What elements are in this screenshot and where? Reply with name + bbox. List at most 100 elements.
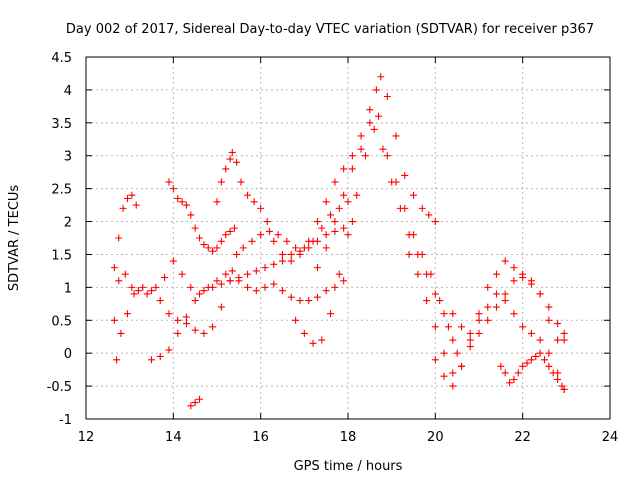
- data-point: [156, 297, 164, 305]
- x-tick-label: 22: [514, 430, 531, 445]
- data-point: [130, 290, 138, 298]
- data-point: [466, 343, 474, 351]
- data-point: [560, 329, 568, 337]
- data-point: [560, 336, 568, 344]
- data-point: [110, 264, 118, 272]
- data-point: [217, 303, 225, 311]
- data-point: [313, 264, 321, 272]
- data-point: [335, 204, 343, 212]
- data-point: [501, 257, 509, 265]
- data-point: [200, 329, 208, 337]
- data-point: [366, 119, 374, 127]
- data-point: [510, 277, 518, 285]
- data-point: [361, 152, 369, 160]
- data-point: [187, 211, 195, 219]
- y-tick-label: 0.5: [51, 314, 72, 329]
- data-point: [237, 178, 245, 186]
- y-tick-label: 2.5: [51, 183, 72, 198]
- data-point: [270, 260, 278, 268]
- data-point: [270, 280, 278, 288]
- data-point: [235, 273, 243, 281]
- data-point: [519, 270, 527, 278]
- x-tick-label: 24: [602, 430, 619, 445]
- data-point: [128, 283, 136, 291]
- data-point: [217, 178, 225, 186]
- data-point: [244, 283, 252, 291]
- data-point: [182, 201, 190, 209]
- data-point: [335, 270, 343, 278]
- data-point: [313, 293, 321, 301]
- data-point: [233, 158, 241, 166]
- data-point: [322, 198, 330, 206]
- data-point: [139, 283, 147, 291]
- data-point: [484, 303, 492, 311]
- data-point: [318, 224, 326, 232]
- data-point: [545, 362, 553, 370]
- data-point: [344, 231, 352, 239]
- data-point: [554, 320, 562, 328]
- data-point: [121, 270, 129, 278]
- data-point: [263, 218, 271, 226]
- data-point: [305, 297, 313, 305]
- data-point: [252, 287, 260, 295]
- series-track-12: [497, 349, 568, 393]
- data-point: [414, 270, 422, 278]
- data-point: [340, 277, 348, 285]
- data-point: [401, 171, 409, 179]
- y-tick-label: 1: [64, 281, 72, 296]
- data-point: [113, 356, 121, 364]
- data-point: [196, 234, 204, 242]
- data-point: [377, 73, 385, 81]
- data-point: [143, 290, 151, 298]
- data-point: [318, 336, 326, 344]
- y-tick-label: 2: [64, 216, 72, 231]
- data-point: [449, 382, 457, 390]
- data-point: [222, 231, 230, 239]
- data-point: [182, 320, 190, 328]
- data-point: [392, 132, 400, 140]
- data-point: [292, 316, 300, 324]
- data-point: [187, 402, 195, 410]
- data-point: [244, 270, 252, 278]
- data-point: [379, 145, 387, 153]
- data-point: [169, 257, 177, 265]
- data-point: [274, 231, 282, 239]
- data-point: [532, 352, 540, 360]
- data-point: [313, 218, 321, 226]
- data-point: [213, 244, 221, 252]
- data-point: [300, 329, 308, 337]
- data-point: [344, 198, 352, 206]
- data-point: [554, 336, 562, 344]
- data-point: [418, 250, 426, 258]
- data-point: [115, 277, 123, 285]
- data-point: [410, 231, 417, 239]
- data-point: [265, 227, 273, 235]
- data-point: [514, 369, 522, 377]
- data-point: [510, 376, 518, 384]
- grid: [86, 57, 610, 419]
- series-track-3: [113, 198, 352, 364]
- data-point: [161, 273, 169, 281]
- data-point: [222, 270, 230, 278]
- data-point: [484, 316, 492, 324]
- y-tick-label: 1.5: [51, 248, 72, 263]
- data-point: [366, 106, 374, 114]
- data-point: [182, 313, 190, 321]
- data-point: [213, 198, 221, 206]
- data-point: [536, 336, 544, 344]
- data-point: [331, 218, 339, 226]
- data-point: [261, 283, 269, 291]
- y-tick-label: 4.5: [51, 51, 72, 66]
- data-point: [484, 283, 492, 291]
- data-point: [340, 224, 348, 232]
- data-point: [431, 290, 439, 298]
- data-point: [313, 237, 321, 245]
- data-point: [527, 329, 535, 337]
- data-point: [527, 277, 535, 285]
- data-point: [541, 356, 548, 364]
- data-point: [440, 349, 448, 357]
- data-point: [545, 316, 553, 324]
- data-point: [348, 152, 356, 160]
- x-tick-label: 16: [252, 430, 269, 445]
- data-point: [475, 316, 483, 324]
